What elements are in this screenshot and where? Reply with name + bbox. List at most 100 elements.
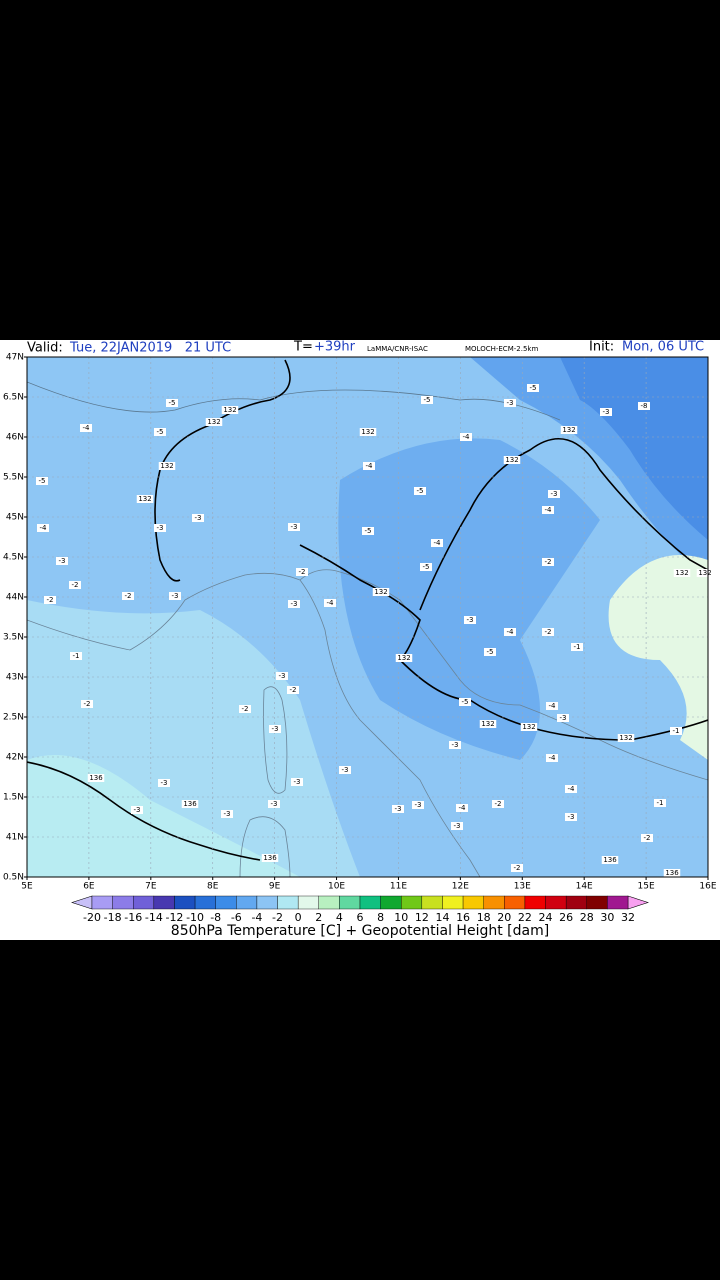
colorbar-box [586,895,608,910]
contour-label: -5 [424,396,431,404]
contour-label: -2 [299,568,306,576]
contour-label-bg [158,462,176,470]
contour-label-bg [464,616,476,624]
contour-labels: -5 -5 -4 -5 -4 -3 -2 -2 -2 -3 -3 -3 132 132 132 132 -5 -4… [36,384,714,877]
contour-label-bg [420,563,432,571]
colorbar-label: -8 [210,911,221,924]
caption: 850hPa Temperature [C] + Geopotential He… [171,923,549,939]
contour-label-bg [70,652,82,660]
contour-label-bg [131,806,143,814]
contour-label-bg [414,487,426,495]
contour-label-bg [288,523,300,531]
contour-label: -3 [157,524,164,532]
contour-136 [27,761,261,861]
contour-label: 132 [374,588,387,596]
contour-label-bg [673,569,691,577]
colorbar-label: 14 [435,911,449,924]
colorbar-box [153,895,175,910]
contour-label: -4 [568,785,576,793]
colorbar-label: 30 [600,911,614,924]
contour-label-bg [571,643,583,651]
contour-label: -8 [641,402,648,410]
contour-label: 132 [505,456,518,464]
contour-label-bg [504,399,516,407]
contour-label-bg [287,686,299,694]
corsica [263,686,288,794]
contour-label: -3 [272,725,279,733]
contour-label: -4 [463,433,471,441]
contour-label-bg [412,801,424,809]
colorbar-label: 6 [357,911,364,924]
contour-label: -4 [327,599,335,607]
contour-label: -5 [417,487,424,495]
contour-label-bg [363,462,375,470]
valid-label: Valid: [27,341,63,356]
contour-label-bg [181,800,199,808]
colorbar-label: 26 [559,911,573,924]
contour-label: -4 [366,462,374,470]
lon-label: 10E [328,882,345,892]
contour-label-bg [36,477,48,485]
lon-label: 14E [576,882,593,892]
contour-label: -5 [423,563,430,571]
contour-label-bg [663,869,681,877]
contour-label: 132 [675,569,688,577]
contour-label: -3 [560,714,567,722]
contour-label: -3 [271,800,278,808]
contour-label-bg [392,805,404,813]
contour-label-bg [192,514,204,522]
colorbar-box [215,895,237,910]
contour-label: -3 [172,592,179,600]
contour-label: -2 [72,581,79,589]
field-warm2 [27,755,300,877]
contour-label: -1 [657,799,664,807]
colorbar-box [462,895,484,910]
colorbar-label: -20 [83,911,101,924]
lon-label: 8E [207,882,219,892]
contour-label-bg [87,774,105,782]
colorbar-box [277,895,299,910]
contour-label: -2 [545,628,552,636]
contour-label: -3 [195,514,202,522]
contour-label-bg [69,581,81,589]
contour-label: -3 [568,813,575,821]
contour-label-bg [154,428,166,436]
colorbar-label: -4 [251,911,262,924]
contour-label-bg [239,705,251,713]
colorbar-label: 22 [518,911,532,924]
lon-label: 5E [21,882,33,892]
lat-label: 0.5N [3,873,24,883]
contour-label-bg [617,734,635,742]
contour-label: -2 [47,596,54,604]
colorbar-box [483,895,505,910]
lat-label: 2.5N [3,713,24,723]
contour-label: 132 [562,426,575,434]
contour-label: 132 [481,720,494,728]
lat-label: 5.5N [3,473,24,483]
contour-label-bg [696,569,714,577]
contour-label-bg [169,592,181,600]
colorbar-label: 12 [415,911,429,924]
source: LaMMA/CNR-ISAC [367,345,428,353]
contour-label-bg [546,702,558,710]
contour-label: -3 [224,810,231,818]
contour-label-bg [421,396,433,404]
colorbar-box [504,895,526,910]
contour-label: -3 [59,557,66,565]
colorbar-label: -12 [165,911,183,924]
contour-label: -3 [279,672,286,680]
contour-label: 132 [619,734,632,742]
contour-label-bg [548,490,560,498]
contour-label-bg [395,654,413,662]
contour-label: -3 [507,399,514,407]
contour-label: 132 [223,406,236,414]
lat-label: 47N [6,353,24,363]
contour-label: -5 [462,698,469,706]
lat-label: 4.5N [3,553,24,563]
contour-label-bg [484,648,496,656]
border [27,381,561,421]
contour-label: -3 [551,490,558,498]
contour-label: 132 [698,569,711,577]
field-cold3 [560,357,708,540]
contour-label: -4 [40,524,48,532]
